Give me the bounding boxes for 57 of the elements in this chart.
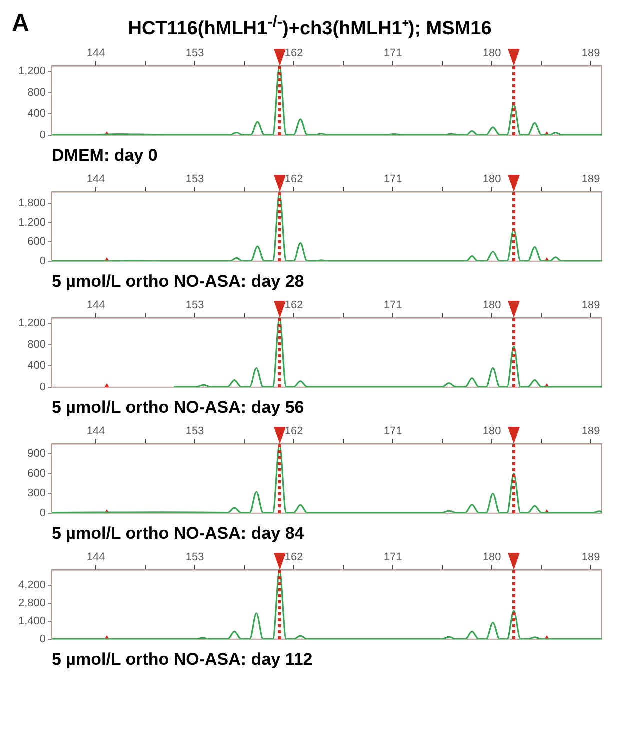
text: 5 µmol/L ortho NO-ASA: day 56 [51, 397, 306, 419]
y-tick-label: 4,200 [18, 580, 46, 592]
x-tick-label: 153 [186, 300, 204, 312]
y-tick-label: 600 [28, 468, 46, 480]
text: A [12, 10, 30, 38]
y-tick-label: 1,400 [18, 615, 46, 628]
y-tick-label: 400 [28, 360, 46, 372]
x-tick-label: 189 [582, 426, 600, 438]
y-tick-label: 400 [28, 108, 46, 120]
y-tick-label: 0 [40, 507, 46, 520]
x-tick-label: 153 [186, 48, 204, 60]
x-tick-label: 189 [582, 174, 600, 186]
x-tick-label: 144 [86, 300, 106, 312]
x-tick-label: 189 [582, 552, 600, 564]
x-tick-label: 180 [482, 300, 502, 312]
chart-title: HCT116(hMLH1$^{-/-}$)+ch3(hMLH1⁺); MSM16 [128, 14, 492, 40]
y-tick-label: 1,200 [18, 216, 46, 229]
y-tick-label: 300 [28, 488, 46, 500]
x-tick-label: 162 [284, 300, 304, 312]
x-tick-label: 144 [86, 552, 106, 564]
x-tick-label: 171 [384, 426, 402, 438]
x-tick-label: 189 [582, 48, 600, 60]
x-tick-label: 153 [186, 552, 204, 564]
x-tick-label: 171 [384, 300, 402, 312]
x-tick-label: 144 [86, 426, 106, 438]
y-tick-label: 0 [40, 633, 46, 646]
y-tick-label: 1,200 [18, 318, 46, 330]
y-tick-label: 0 [40, 255, 46, 268]
text: 5 µmol/L ortho NO-ASA: day 84 [51, 523, 306, 545]
x-tick-label: 180 [482, 174, 502, 186]
x-tick-label: 153 [186, 426, 204, 438]
y-tick-label: 600 [28, 236, 46, 248]
y-tick-label: 0 [40, 381, 46, 394]
x-tick-label: 153 [186, 174, 204, 186]
x-tick-label: 162 [284, 48, 304, 60]
text: 5 µmol/L ortho NO-ASA: day 112 [51, 649, 314, 671]
y-tick-label: 800 [28, 338, 46, 351]
y-tick-label: 1,200 [18, 66, 46, 78]
y-tick-label: 1,800 [18, 197, 46, 210]
x-tick-label: 162 [284, 174, 304, 186]
x-tick-label: 180 [482, 426, 502, 438]
x-tick-label: 180 [482, 552, 502, 564]
x-tick-label: 180 [482, 48, 502, 60]
y-tick-label: 0 [40, 129, 46, 142]
x-tick-label: 162 [284, 552, 304, 564]
x-tick-label: 171 [384, 552, 402, 564]
x-tick-label: 171 [384, 174, 402, 186]
x-tick-label: 144 [86, 174, 106, 186]
text: 5 µmol/L ortho NO-ASA: day 28 [51, 271, 306, 293]
x-tick-label: 144 [86, 48, 106, 60]
text: DMEM: day 0 [51, 145, 159, 167]
x-tick-label: 162 [284, 426, 304, 438]
x-tick-label: 171 [384, 48, 402, 60]
y-tick-label: 900 [28, 448, 46, 460]
x-tick-label: 189 [582, 300, 600, 312]
y-tick-label: 2,800 [18, 598, 46, 610]
y-tick-label: 800 [28, 86, 46, 99]
